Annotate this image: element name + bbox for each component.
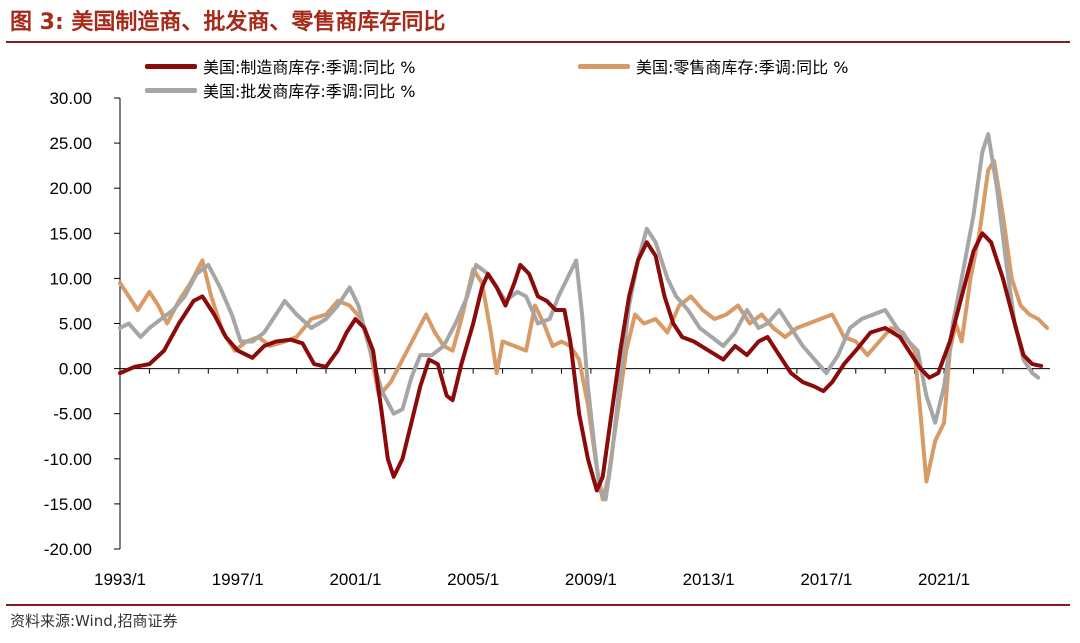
series-line-wholesalers bbox=[118, 132, 1041, 502]
legend-item-manufacturers: 美国:制造商库存:季调:同比 % bbox=[145, 54, 415, 78]
y-tick-label: -5.00 bbox=[53, 405, 92, 424]
y-tick-label: 10.00 bbox=[49, 269, 92, 288]
y-tick-label: 0.00 bbox=[59, 360, 92, 379]
x-tick-label: 2009/1 bbox=[565, 570, 617, 589]
y-tick-label: -10.00 bbox=[44, 450, 92, 469]
legend-label-wholesalers: 美国:批发商库存:季调:同比 % bbox=[203, 82, 416, 101]
y-tick-label: 20.00 bbox=[49, 179, 92, 198]
y-tick-label: 30.00 bbox=[49, 89, 92, 108]
legend-item-wholesalers: 美国:批发商库存:季调:同比 % bbox=[145, 78, 415, 102]
source-rule bbox=[6, 604, 1070, 606]
x-tick-label: 2021/1 bbox=[918, 570, 970, 589]
x-tick-label: 2013/1 bbox=[683, 570, 735, 589]
x-tick-label: 1993/1 bbox=[94, 570, 146, 589]
series-line-manufacturers bbox=[118, 231, 1044, 493]
legend-label-retailers: 美国:零售商库存:季调:同比 % bbox=[636, 58, 849, 77]
legend-swatch-wholesalers bbox=[145, 87, 197, 93]
x-tick-label: 1997/1 bbox=[212, 570, 264, 589]
x-tick-label: 2001/1 bbox=[329, 570, 381, 589]
y-tick-label: 15.00 bbox=[49, 224, 92, 243]
source-note: 资料来源:Wind,招商证券 bbox=[10, 612, 178, 630]
legend-item-retailers: 美国:零售商库存:季调:同比 % bbox=[578, 54, 848, 78]
legend-swatch-retailers bbox=[578, 63, 630, 69]
legend-label-manufacturers: 美国:制造商库存:季调:同比 % bbox=[203, 58, 416, 77]
x-tick-label: 2005/1 bbox=[447, 570, 499, 589]
x-tick-label: 2017/1 bbox=[800, 570, 852, 589]
legend-swatch-manufacturers bbox=[145, 63, 197, 69]
y-tick-label: 25.00 bbox=[49, 134, 92, 153]
figure-title: 图 3: 美国制造商、批发商、零售商库存同比 bbox=[10, 10, 446, 35]
y-tick-label: -15.00 bbox=[44, 495, 92, 514]
title-rule bbox=[6, 41, 1070, 43]
y-tick-label: -20.00 bbox=[44, 540, 92, 559]
y-tick-label: 5.00 bbox=[59, 315, 92, 334]
